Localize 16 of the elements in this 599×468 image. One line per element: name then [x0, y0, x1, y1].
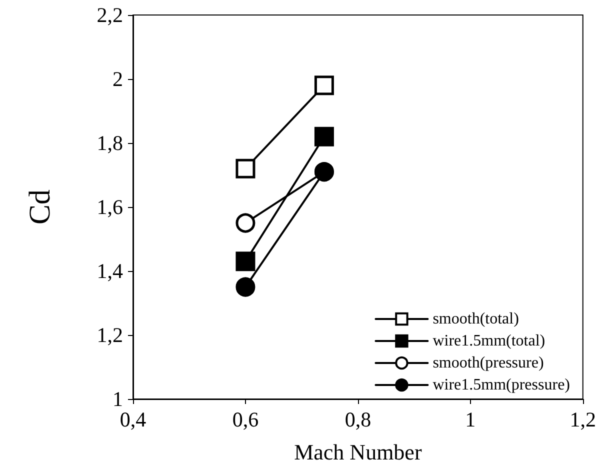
y-tick-label: 1,4	[96, 259, 124, 283]
x-axis-title: Mach Number	[294, 440, 422, 464]
x-tick-label: 0,8	[344, 408, 372, 432]
x-tick-label: 1	[465, 408, 476, 432]
legend-label: smooth(total)	[432, 310, 519, 328]
legend-label: wire1.5mm(pressure)	[432, 376, 570, 394]
y-tick-label: 1,2	[96, 323, 123, 347]
y-tick-label: 2	[112, 67, 123, 91]
y-tick-label: 1,6	[96, 195, 123, 219]
legend-label: wire1.5mm(total)	[432, 332, 546, 350]
x-tick-label: 1,2	[570, 408, 596, 432]
x-tick-label: 0,6	[232, 408, 259, 432]
y-tick-label: 1,8	[96, 131, 123, 155]
y-tick-label: 2,2	[96, 3, 123, 27]
legend-label: smooth(pressure)	[432, 354, 544, 372]
y-axis-title: Cd	[24, 189, 56, 225]
